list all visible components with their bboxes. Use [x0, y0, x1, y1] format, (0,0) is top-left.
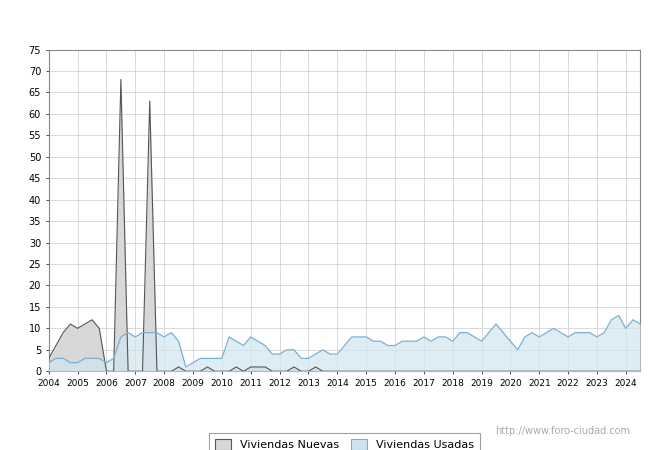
Text: http://www.foro-ciudad.com: http://www.foro-ciudad.com: [495, 427, 630, 436]
Text: Alburquerque - Evolucion del Nº de Transacciones Inmobiliarias: Alburquerque - Evolucion del Nº de Trans…: [93, 11, 557, 26]
Legend: Viviendas Nuevas, Viviendas Usadas: Viviendas Nuevas, Viviendas Usadas: [209, 433, 480, 450]
